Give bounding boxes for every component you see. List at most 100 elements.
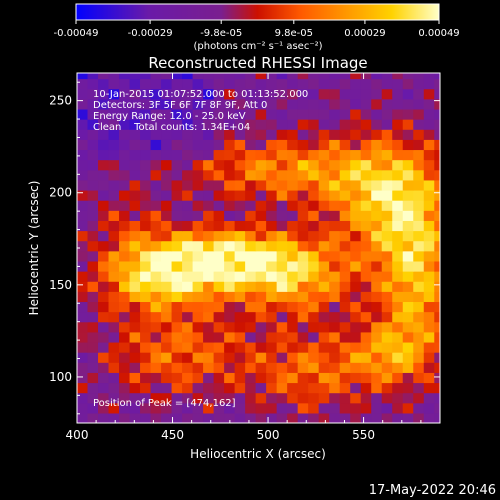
heatmap-cell [255,98,267,110]
heatmap-cell [402,119,414,130]
heatmap-cell [434,169,440,181]
heatmap-cell [119,291,131,303]
heatmap-cell [140,98,152,110]
heatmap-cell [266,149,278,161]
heatmap-cell [402,341,414,353]
heatmap-cell [234,321,246,333]
heatmap-cell [98,210,110,221]
heatmap-cell [245,382,257,394]
heatmap-cell [308,260,320,272]
heatmap-cell [119,240,131,252]
heatmap-cell [255,73,267,80]
heatmap-cell [245,271,257,282]
heatmap-cell [245,291,257,303]
heatmap-cell [434,352,440,363]
heatmap-cell [371,200,383,211]
heatmap-cell [371,250,383,262]
heatmap-cell [224,392,236,404]
heatmap-cell [192,372,204,384]
heatmap-cell [392,149,404,161]
heatmap-cell [434,230,440,242]
heatmap-cell [360,362,372,373]
heatmap-cell [287,220,299,232]
heatmap-cell [87,179,99,191]
heatmap-cell [350,260,362,272]
heatmap-cell [350,382,362,394]
heatmap-cell [192,179,204,191]
heatmap-cell [318,311,330,323]
heatmap-cell [245,73,257,80]
heatmap-cell [98,372,110,384]
heatmap-cell [140,159,152,171]
heatmap-cell [360,73,372,80]
heatmap-cell [350,402,362,414]
heatmap-cell [171,129,183,140]
heatmap-cell [98,200,110,211]
heatmap-cell [413,149,425,161]
heatmap-cell [350,362,362,373]
heatmap-cell [203,321,215,333]
heatmap-cell [266,382,278,394]
heatmap-cell [224,250,236,262]
heatmap-cell [213,362,225,373]
heatmap-cell [266,78,278,90]
heatmap-cell [161,352,173,363]
heatmap-cell [224,291,236,303]
heatmap-cell [392,402,404,414]
heatmap-cell [392,331,404,343]
heatmap-cell [224,98,236,110]
heatmap-cell [350,139,362,151]
heatmap-cell [392,210,404,221]
heatmap-cell [381,321,393,333]
heatmap-cell [161,341,173,353]
heatmap-cell [98,362,110,373]
heatmap-cell [381,260,393,272]
heatmap-cell [108,281,120,292]
heatmap-cell [402,352,414,363]
heatmap-cell [234,179,246,191]
heatmap-cell [192,169,204,181]
heatmap-cell [77,291,89,303]
heatmap-cell [192,362,204,373]
heatmap-cell [339,108,351,120]
heatmap-cell [392,78,404,90]
heatmap-cell [224,230,236,242]
heatmap-cell [266,291,278,303]
heatmap-cell [203,179,215,191]
heatmap-cell [161,189,173,201]
heatmap-cell [329,331,341,343]
heatmap-cell [182,230,194,242]
heatmap-cell [245,352,257,363]
heatmap-cell [329,352,341,363]
heatmap-cell [150,321,162,333]
heatmap-cell [392,271,404,282]
heatmap-cell [140,311,152,323]
heatmap-cell [255,260,267,272]
heatmap-cell [108,129,120,140]
heatmap-cell [360,402,372,414]
heatmap-cell [213,129,225,140]
heatmap-cell [381,189,393,201]
heatmap-cell [329,210,341,221]
heatmap-cell [329,169,341,181]
heatmap-cell [77,362,89,373]
heatmap-cell [98,169,110,181]
heatmap-cell [318,119,330,130]
heatmap-cell [423,189,435,201]
heatmap-cell [381,149,393,161]
heatmap-cell [423,250,435,262]
heatmap-cell [234,108,246,120]
heatmap-cell [339,129,351,140]
heatmap-cell [171,240,183,252]
heatmap-cell [392,352,404,363]
heatmap-cell [119,412,131,423]
heatmap-cell [140,108,152,120]
heatmap-cell [224,372,236,384]
heatmap-cell [77,250,89,262]
heatmap-cell [329,402,341,414]
heatmap-cell [308,189,320,201]
heatmap-cell [108,260,120,272]
heatmap-cell [350,392,362,404]
heatmap-cell [108,240,120,252]
heatmap-cell [350,271,362,282]
